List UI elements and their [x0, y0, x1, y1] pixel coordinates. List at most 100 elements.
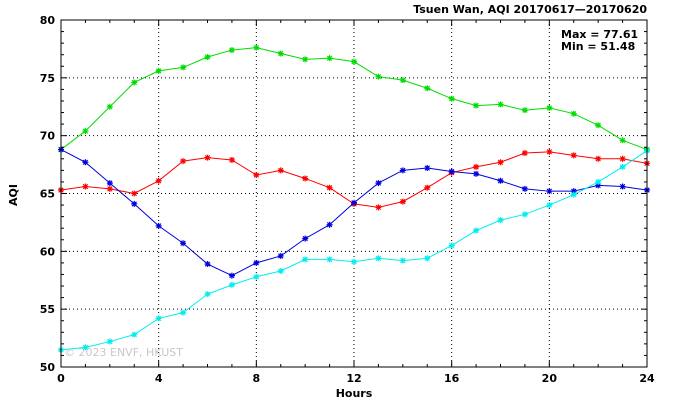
series-2-point-6: [204, 54, 211, 61]
series-3-point-3: [131, 200, 138, 207]
series-1-point-15: [424, 184, 431, 191]
series-3-point-14: [399, 167, 406, 174]
series-3-point-22: [595, 182, 602, 189]
series-1-point-19: [521, 150, 528, 157]
series-1-point-14: [399, 198, 406, 205]
y-tick-label-70: 70: [40, 130, 56, 143]
series-1-point-6: [204, 154, 211, 161]
series-4-point-15: [424, 255, 431, 262]
series-1-point-9: [277, 167, 284, 174]
series-2-point-17: [473, 102, 480, 109]
series-2-point-10: [302, 56, 309, 63]
axis-ticks: 0 4 8 12 16 20 24 50 55 60 65 70 75 80: [40, 14, 655, 385]
series-3-point-7: [228, 272, 235, 279]
series-4-point-14: [399, 257, 406, 264]
series-2-point-23: [619, 137, 626, 144]
series-4-point-9: [277, 267, 284, 274]
series-4-point-4: [155, 315, 162, 322]
y-tick-label-50: 50: [40, 361, 56, 374]
series-1-point-7: [228, 156, 235, 163]
series-4-point-22: [595, 178, 602, 185]
series-4-point-10: [302, 256, 309, 263]
watermark: © 2023 ENVF, HKUST: [64, 346, 183, 359]
series-4-point-8: [253, 273, 260, 280]
series-2-point-2: [106, 103, 113, 110]
y-axis-label: AQI: [7, 184, 20, 206]
series-4-point-13: [375, 255, 382, 262]
series-2-point-22: [595, 122, 602, 129]
series-2-point-20: [546, 104, 553, 111]
series-3-point-5: [180, 240, 187, 247]
series-3-point-10: [302, 235, 309, 242]
series-2-point-15: [424, 85, 431, 92]
series-2-point-14: [399, 77, 406, 84]
series-1-point-23: [619, 155, 626, 162]
series-3-point-18: [497, 177, 504, 184]
series-2-point-7: [228, 47, 235, 54]
series-4-point-23: [619, 163, 626, 170]
series-2-point-8: [253, 44, 260, 51]
series-2-point-12: [351, 58, 357, 65]
series-3-point-16: [448, 168, 455, 175]
series-1-point-22: [595, 155, 602, 162]
min-annotation: Min = 51.48: [561, 40, 635, 53]
series-3-point-13: [375, 180, 382, 187]
series-3-point-2: [106, 180, 113, 187]
series-2-point-9: [277, 50, 284, 57]
series-2-point-1: [82, 128, 89, 135]
series-3-point-23: [619, 183, 626, 190]
series-4-point-16: [448, 242, 455, 249]
series-4-point-21: [570, 191, 577, 198]
series-1-point-5: [180, 158, 187, 165]
series-4-point-3: [131, 331, 138, 338]
series-1-point-1: [82, 183, 89, 190]
series-4-point-7: [228, 281, 235, 288]
series-4-point-19: [521, 211, 528, 218]
series-3-point-21: [570, 188, 577, 195]
series-2-point-18: [497, 101, 504, 108]
series-4-point-1: [82, 344, 89, 351]
series-1-point-10: [302, 175, 309, 182]
series-3-point-15: [424, 165, 431, 172]
series-1-point-21: [570, 152, 577, 159]
series-2-point-4: [155, 67, 162, 74]
series-2-point-3: [131, 79, 138, 86]
series-1-point-17: [473, 163, 480, 170]
x-tick-label-8: 8: [253, 372, 261, 385]
series-1-point-18: [497, 159, 504, 166]
series-4-point-17: [473, 227, 480, 234]
series-2-point-16: [448, 95, 455, 102]
series-4-point-11: [326, 256, 333, 263]
series-4-point-12: [351, 258, 357, 265]
y-tick-label-55: 55: [40, 303, 55, 316]
series-4-point-20: [546, 202, 553, 209]
y-tick-label-75: 75: [40, 72, 55, 85]
series-2-point-11: [326, 55, 333, 62]
series-2-point-13: [375, 73, 382, 80]
series-3-point-6: [204, 261, 211, 268]
series-3-point-19: [521, 185, 528, 192]
series-3-point-1: [82, 159, 89, 166]
y-tick-label-80: 80: [40, 14, 56, 27]
series-4-point-5: [180, 309, 187, 316]
y-tick-label-65: 65: [40, 188, 55, 201]
series-4-point-2: [106, 338, 113, 345]
series-3-point-12: [351, 199, 357, 206]
x-axis-label: Hours: [336, 387, 373, 400]
series-1-point-3: [131, 190, 138, 197]
max-annotation: Max = 77.61: [561, 28, 638, 41]
series-3-point-20: [546, 188, 553, 195]
series-4-point-6: [204, 291, 211, 298]
chart-title: Tsuen Wan, AQI 20170617—20170620: [413, 3, 647, 16]
series-3-point-9: [277, 252, 284, 259]
series-2-point-21: [570, 110, 577, 117]
x-tick-label-20: 20: [542, 372, 558, 385]
x-tick-label-24: 24: [639, 372, 655, 385]
series-2-point-19: [521, 107, 528, 114]
series-3-point-17: [473, 170, 480, 177]
series-1-point-11: [326, 184, 333, 191]
x-tick-label-16: 16: [444, 372, 460, 385]
x-tick-label-12: 12: [346, 372, 361, 385]
series-1-point-8: [253, 171, 260, 178]
